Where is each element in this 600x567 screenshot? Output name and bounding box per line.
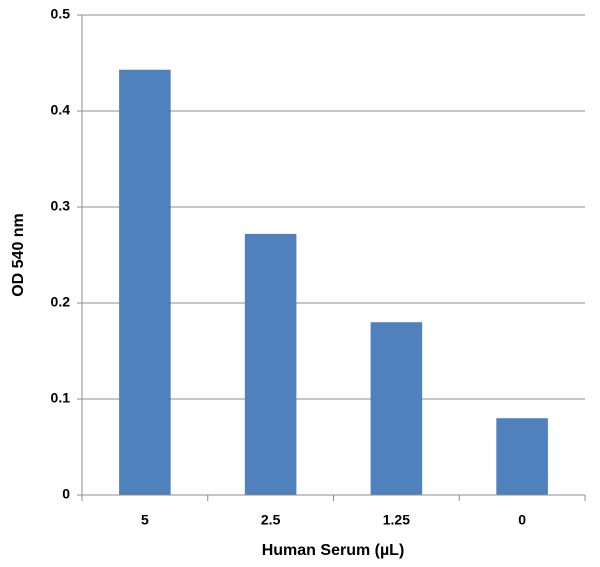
bar [496,418,548,495]
y-axis-title: OD 540 nm [10,213,27,297]
y-tick-label: 0.3 [51,198,71,214]
x-tick-label: 0 [518,512,526,528]
x-tick-label: 2.5 [261,512,281,528]
y-tick-label: 0.4 [51,102,71,118]
y-tick-label: 0 [62,486,70,502]
bar [244,233,297,495]
x-tick-label: 1.25 [383,512,410,528]
x-tick-label: 5 [141,512,149,528]
y-tick-label: 0.1 [51,390,71,406]
x-axis-title: Human Serum (µL) [262,542,405,559]
y-tick-label: 0.5 [51,6,71,22]
bar [119,69,171,495]
bar [370,322,423,495]
y-tick-label: 0.2 [51,294,71,310]
